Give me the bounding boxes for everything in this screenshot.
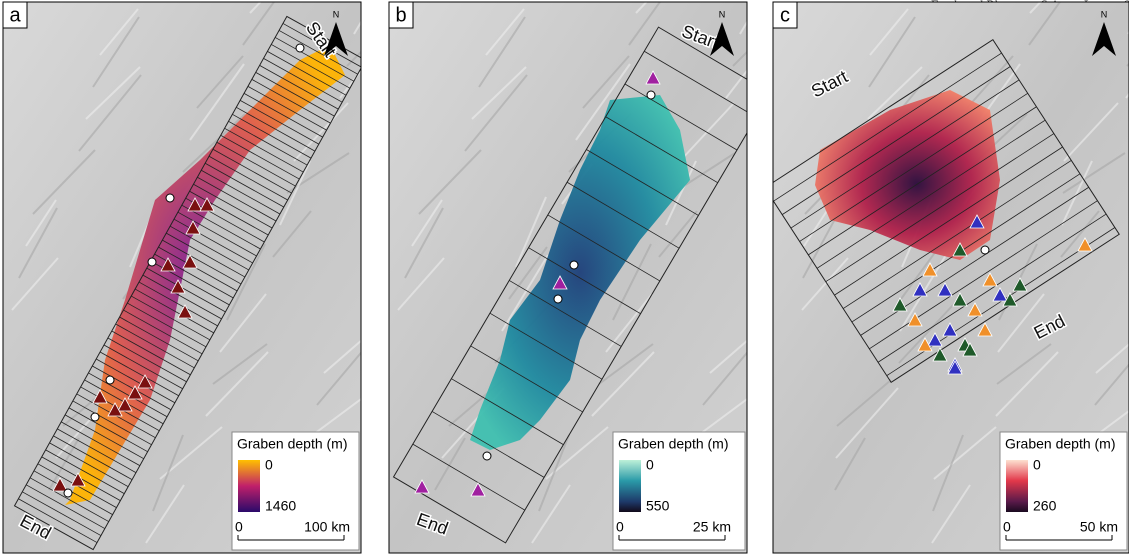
scale-zero: 0 bbox=[616, 519, 624, 535]
scale-zero: 0 bbox=[235, 519, 243, 535]
scale-length: 25 km bbox=[693, 519, 731, 535]
site-circle bbox=[554, 295, 562, 303]
color-ramp bbox=[1006, 460, 1028, 512]
site-circle bbox=[483, 452, 491, 460]
legend-title: Graben depth (m) bbox=[618, 436, 729, 452]
color-ramp bbox=[238, 460, 260, 512]
site-circle bbox=[64, 489, 72, 497]
north-label: N bbox=[719, 9, 726, 19]
map-panel: StartEndbNGraben depth (m)0550025 km bbox=[389, 0, 780, 553]
site-circle bbox=[148, 258, 156, 266]
legend-min: 0 bbox=[265, 457, 273, 473]
scale-length: 50 km bbox=[1080, 519, 1118, 535]
site-circle bbox=[647, 91, 655, 99]
site-circle bbox=[106, 376, 114, 384]
site-circle bbox=[91, 413, 99, 421]
panel-label: c bbox=[780, 4, 790, 26]
north-label: N bbox=[1101, 9, 1108, 19]
scale-zero: 0 bbox=[1003, 519, 1011, 535]
figure: Earth and Planetary Science Letters 6 St… bbox=[0, 0, 1129, 556]
scale-length: 100 km bbox=[304, 519, 350, 535]
legend-min: 0 bbox=[646, 457, 654, 473]
legend-min: 0 bbox=[1033, 457, 1041, 473]
legend-title: Graben depth (m) bbox=[237, 436, 348, 452]
panel-label: b bbox=[395, 4, 406, 26]
map-panel: StartEndcNGraben depth (m)0260050 km bbox=[765, 0, 1129, 553]
site-circle bbox=[570, 261, 578, 269]
map-panel: StartEndaNGraben depth (m)014600100 km bbox=[3, 0, 394, 553]
site-circle bbox=[981, 246, 989, 254]
north-label: N bbox=[333, 9, 340, 19]
color-ramp bbox=[619, 460, 641, 512]
site-circle bbox=[296, 44, 304, 52]
legend-max: 1460 bbox=[265, 498, 296, 514]
legend-title: Graben depth (m) bbox=[1005, 436, 1116, 452]
legend-max: 550 bbox=[646, 498, 670, 514]
site-circle bbox=[166, 194, 174, 202]
panel-label: a bbox=[9, 4, 21, 26]
legend-max: 260 bbox=[1033, 498, 1057, 514]
